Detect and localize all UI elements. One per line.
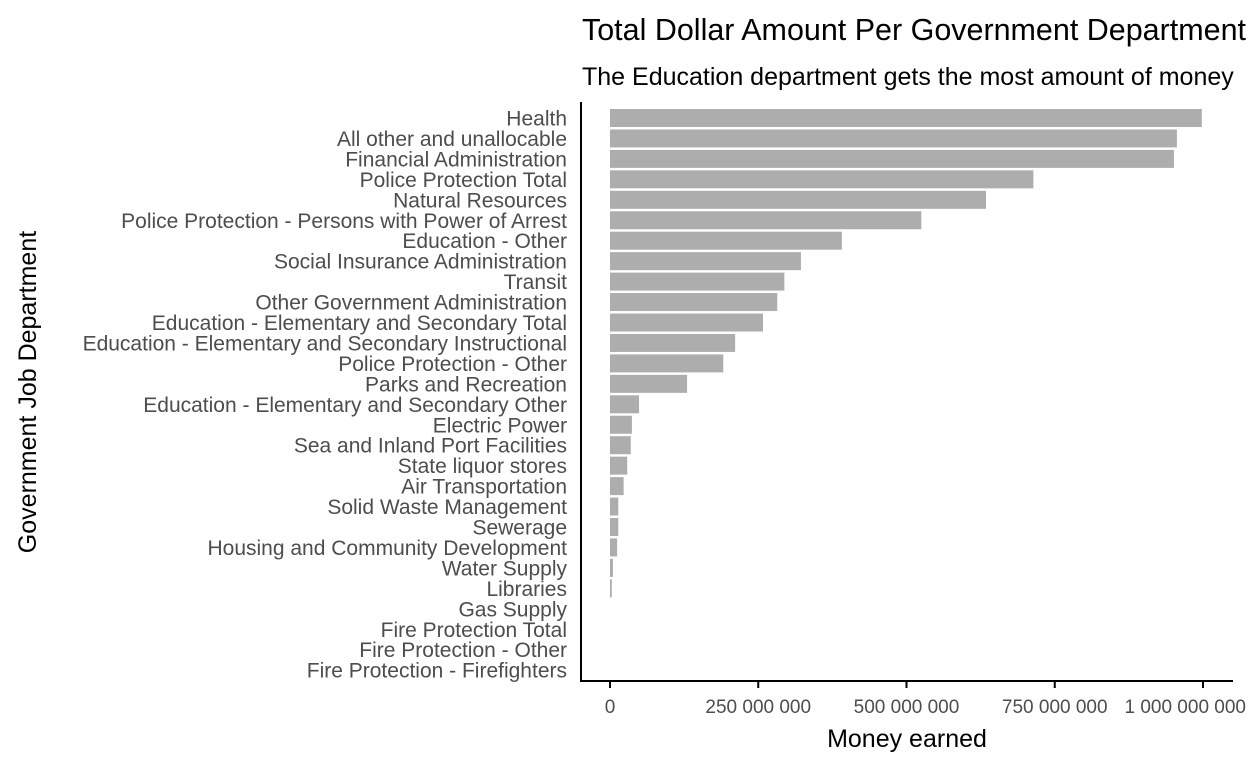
category-label: Police Protection - Persons with Power o… (121, 210, 567, 233)
category-label: Police Protection Total (360, 169, 567, 192)
bar (610, 252, 801, 271)
category-label: Gas Supply (458, 598, 567, 621)
chart-title: Total Dollar Amount Per Government Depar… (582, 12, 1246, 47)
x-axis-ticks: 0 250 000 000 500 000 000 750 000 000 1 000 … (605, 681, 1246, 718)
bar (610, 415, 632, 434)
bar (610, 374, 688, 393)
bar (610, 497, 619, 516)
category-label: Other Government Administration (255, 292, 567, 315)
category-label: Electric Power (433, 414, 567, 437)
y-axis-title: Government Job Department (14, 231, 42, 553)
bar (610, 395, 640, 414)
x-tick-label: 0 (605, 697, 616, 718)
category-label: Fire Protection - Firefighters (307, 660, 567, 683)
bar (610, 518, 619, 536)
bar (610, 579, 612, 598)
x-tick-label: 750 000 000 (1002, 697, 1108, 718)
category-label: Health (506, 108, 567, 131)
category-label: Sea and Inland Port Facilities (294, 435, 567, 458)
category-label: Education - Elementary and Secondary Ins… (83, 332, 567, 355)
category-label: Police Protection - Other (338, 353, 567, 376)
category-label: All other and unallocable (337, 128, 567, 151)
bar (610, 149, 1174, 168)
bar (610, 436, 631, 455)
x-axis-title: Money earned (827, 725, 987, 753)
bar (610, 354, 724, 373)
bar (610, 538, 618, 557)
bar (610, 313, 763, 332)
category-label: Natural Resources (393, 189, 567, 212)
bar (610, 170, 1034, 189)
category-label: State liquor stores (398, 455, 567, 478)
bar (610, 211, 922, 230)
category-label: Parks and Recreation (365, 373, 567, 396)
bar (610, 333, 736, 352)
category-label: Fire Protection Total (381, 619, 567, 642)
x-tick-label: 1 000 000 000 (1124, 697, 1246, 718)
category-label: Fire Protection - Other (359, 639, 567, 662)
bar (610, 272, 785, 291)
category-label: Transit (504, 271, 568, 294)
bar (610, 558, 613, 577)
category-label: Education - Elementary and Secondary Oth… (143, 394, 567, 417)
bar (610, 129, 1177, 148)
category-label: Libraries (486, 578, 567, 601)
bar (610, 231, 842, 250)
bar (610, 190, 986, 209)
category-label: Solid Waste Management (327, 496, 567, 519)
x-tick-label: 250 000 000 (705, 697, 811, 718)
category-label: Financial Administration (345, 148, 567, 171)
chart-subtitle: The Education department gets the most a… (582, 63, 1234, 91)
bar (610, 477, 624, 496)
bar (610, 456, 628, 475)
category-label: Housing and Community Development (207, 537, 567, 560)
category-label: Sewerage (472, 517, 567, 540)
bar (610, 293, 778, 312)
category-label: Education - Elementary and Secondary Tot… (152, 312, 567, 335)
category-label: Air Transportation (401, 476, 567, 499)
category-label: Social Insurance Administration (274, 251, 567, 274)
category-label: Water Supply (442, 557, 568, 580)
bars-group (610, 109, 1202, 598)
bar (610, 109, 1202, 127)
x-tick-label: 500 000 000 (854, 697, 960, 718)
category-label: Education - Other (402, 230, 567, 253)
